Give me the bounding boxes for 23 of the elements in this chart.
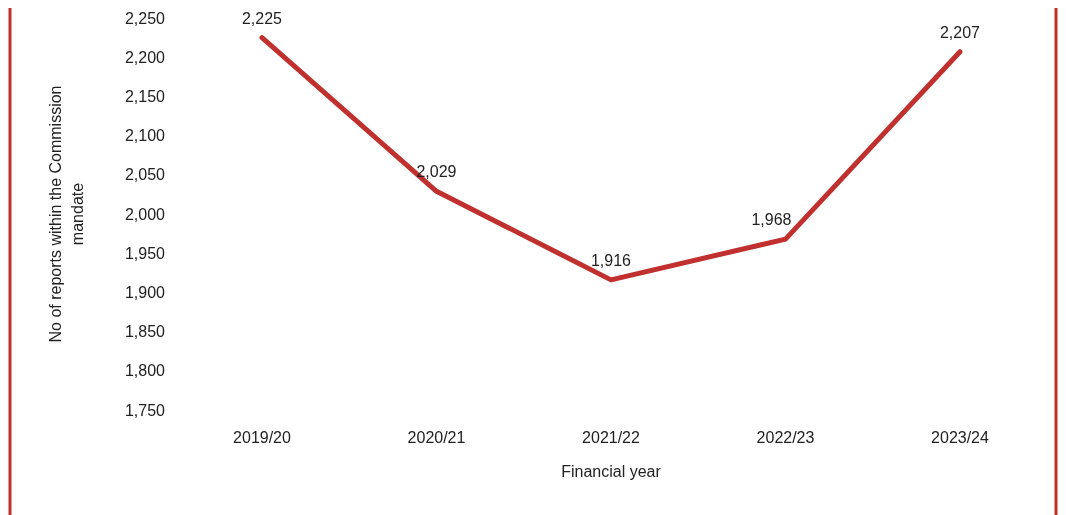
y-tick-label: 1,900 — [124, 284, 166, 301]
x-tick-label: 2019/20 — [233, 429, 292, 446]
x-tick-label: 2023/24 — [931, 429, 990, 446]
y-tick-label: 2,150 — [124, 88, 166, 105]
data-label: 2,207 — [939, 23, 981, 41]
y-tick-label: 1,800 — [124, 362, 166, 380]
data-label: 2,029 — [416, 163, 457, 181]
y-tick-label: 2,000 — [124, 205, 166, 223]
x-axis-title: Financial year — [561, 463, 662, 480]
data-label: 2,225 — [241, 9, 283, 27]
y-tick-label: 2,050 — [124, 166, 166, 184]
y-tick-label: 1,750 — [124, 401, 166, 419]
y-tick-label: 2,250 — [124, 9, 166, 27]
y-tick-label: 1,950 — [124, 244, 166, 262]
y-axis-title: No of reports within the Commission mandate — [47, 85, 86, 343]
x-tick-label: 2020/21 — [407, 429, 466, 446]
y-tick-label: 2,200 — [124, 48, 166, 66]
data-label: 1,968 — [751, 211, 792, 229]
data-label: 1,916 — [590, 251, 632, 269]
y-tick-label: 2,100 — [124, 127, 166, 145]
x-tick-label: 2021/22 — [582, 429, 641, 446]
x-tick-label: 2022/23 — [756, 429, 815, 446]
y-tick-label: 1,850 — [124, 323, 166, 341]
